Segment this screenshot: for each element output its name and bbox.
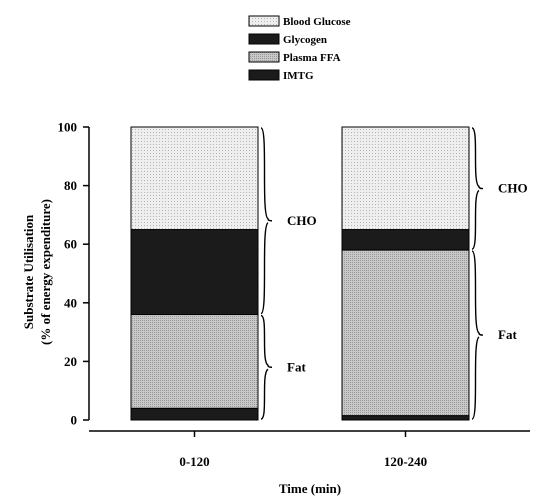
legend-swatch-plasma-ffa	[248, 51, 280, 63]
y-axis: 0 20 40 60 80 100	[58, 120, 90, 428]
bar-segment-imtg-1	[130, 407, 259, 421]
y-tick-label: 60	[64, 237, 77, 252]
legend-label-glycogen: Glycogen	[283, 34, 327, 46]
y-axis-title-line2: (% of energy expenditure)	[38, 199, 53, 345]
bars	[130, 126, 470, 421]
brace-label-fat: Fat	[287, 359, 306, 374]
bar-segment-plasma-ffa-2	[341, 249, 470, 417]
legend-label-imtg: IMTG	[283, 70, 314, 82]
y-tick-label: 80	[64, 178, 77, 193]
brace-label-cho: CHO	[287, 213, 317, 228]
brace-annotations: CHO Fat CHO Fat	[260, 127, 528, 420]
y-tick-label: 20	[64, 354, 77, 369]
legend-swatch-blood-glucose	[248, 15, 280, 27]
legend-swatch-imtg	[248, 69, 280, 81]
x-tick-label: 120-240	[384, 454, 427, 469]
y-tick-label: 100	[58, 120, 78, 135]
brace-label-cho: CHO	[498, 181, 528, 196]
brace-fat-2	[471, 250, 484, 420]
legend-label-plasma-ffa: Plasma FFA	[283, 52, 341, 64]
legend-label-blood-glucose: Blood Glucose	[283, 16, 351, 28]
x-tick-label: 0-120	[179, 454, 209, 469]
brace-fat-1	[260, 314, 273, 420]
bar-segment-plasma-ffa-1	[130, 314, 259, 409]
bar-segment-glycogen-1	[130, 229, 259, 316]
x-axis-title: Time (min)	[279, 481, 341, 496]
bar-segment-imtg-2	[341, 415, 470, 421]
bar-segment-blood-glucose-2	[341, 126, 470, 231]
bar-segment-blood-glucose-1	[130, 126, 259, 231]
brace-label-fat: Fat	[498, 327, 517, 342]
y-axis-title-line1: Substrate Utilisation	[21, 214, 36, 329]
brace-cho-2	[471, 127, 484, 250]
brace-cho-1	[260, 127, 273, 315]
y-tick-label: 0	[71, 413, 78, 428]
x-axis: 0-120 120-240	[89, 430, 530, 469]
legend: Blood Glucose Glycogen Plasma FFA IMTG	[248, 15, 351, 82]
bar-segment-glycogen-2	[341, 229, 470, 251]
legend-swatch-glycogen	[248, 33, 280, 45]
y-tick-label: 40	[64, 295, 77, 310]
